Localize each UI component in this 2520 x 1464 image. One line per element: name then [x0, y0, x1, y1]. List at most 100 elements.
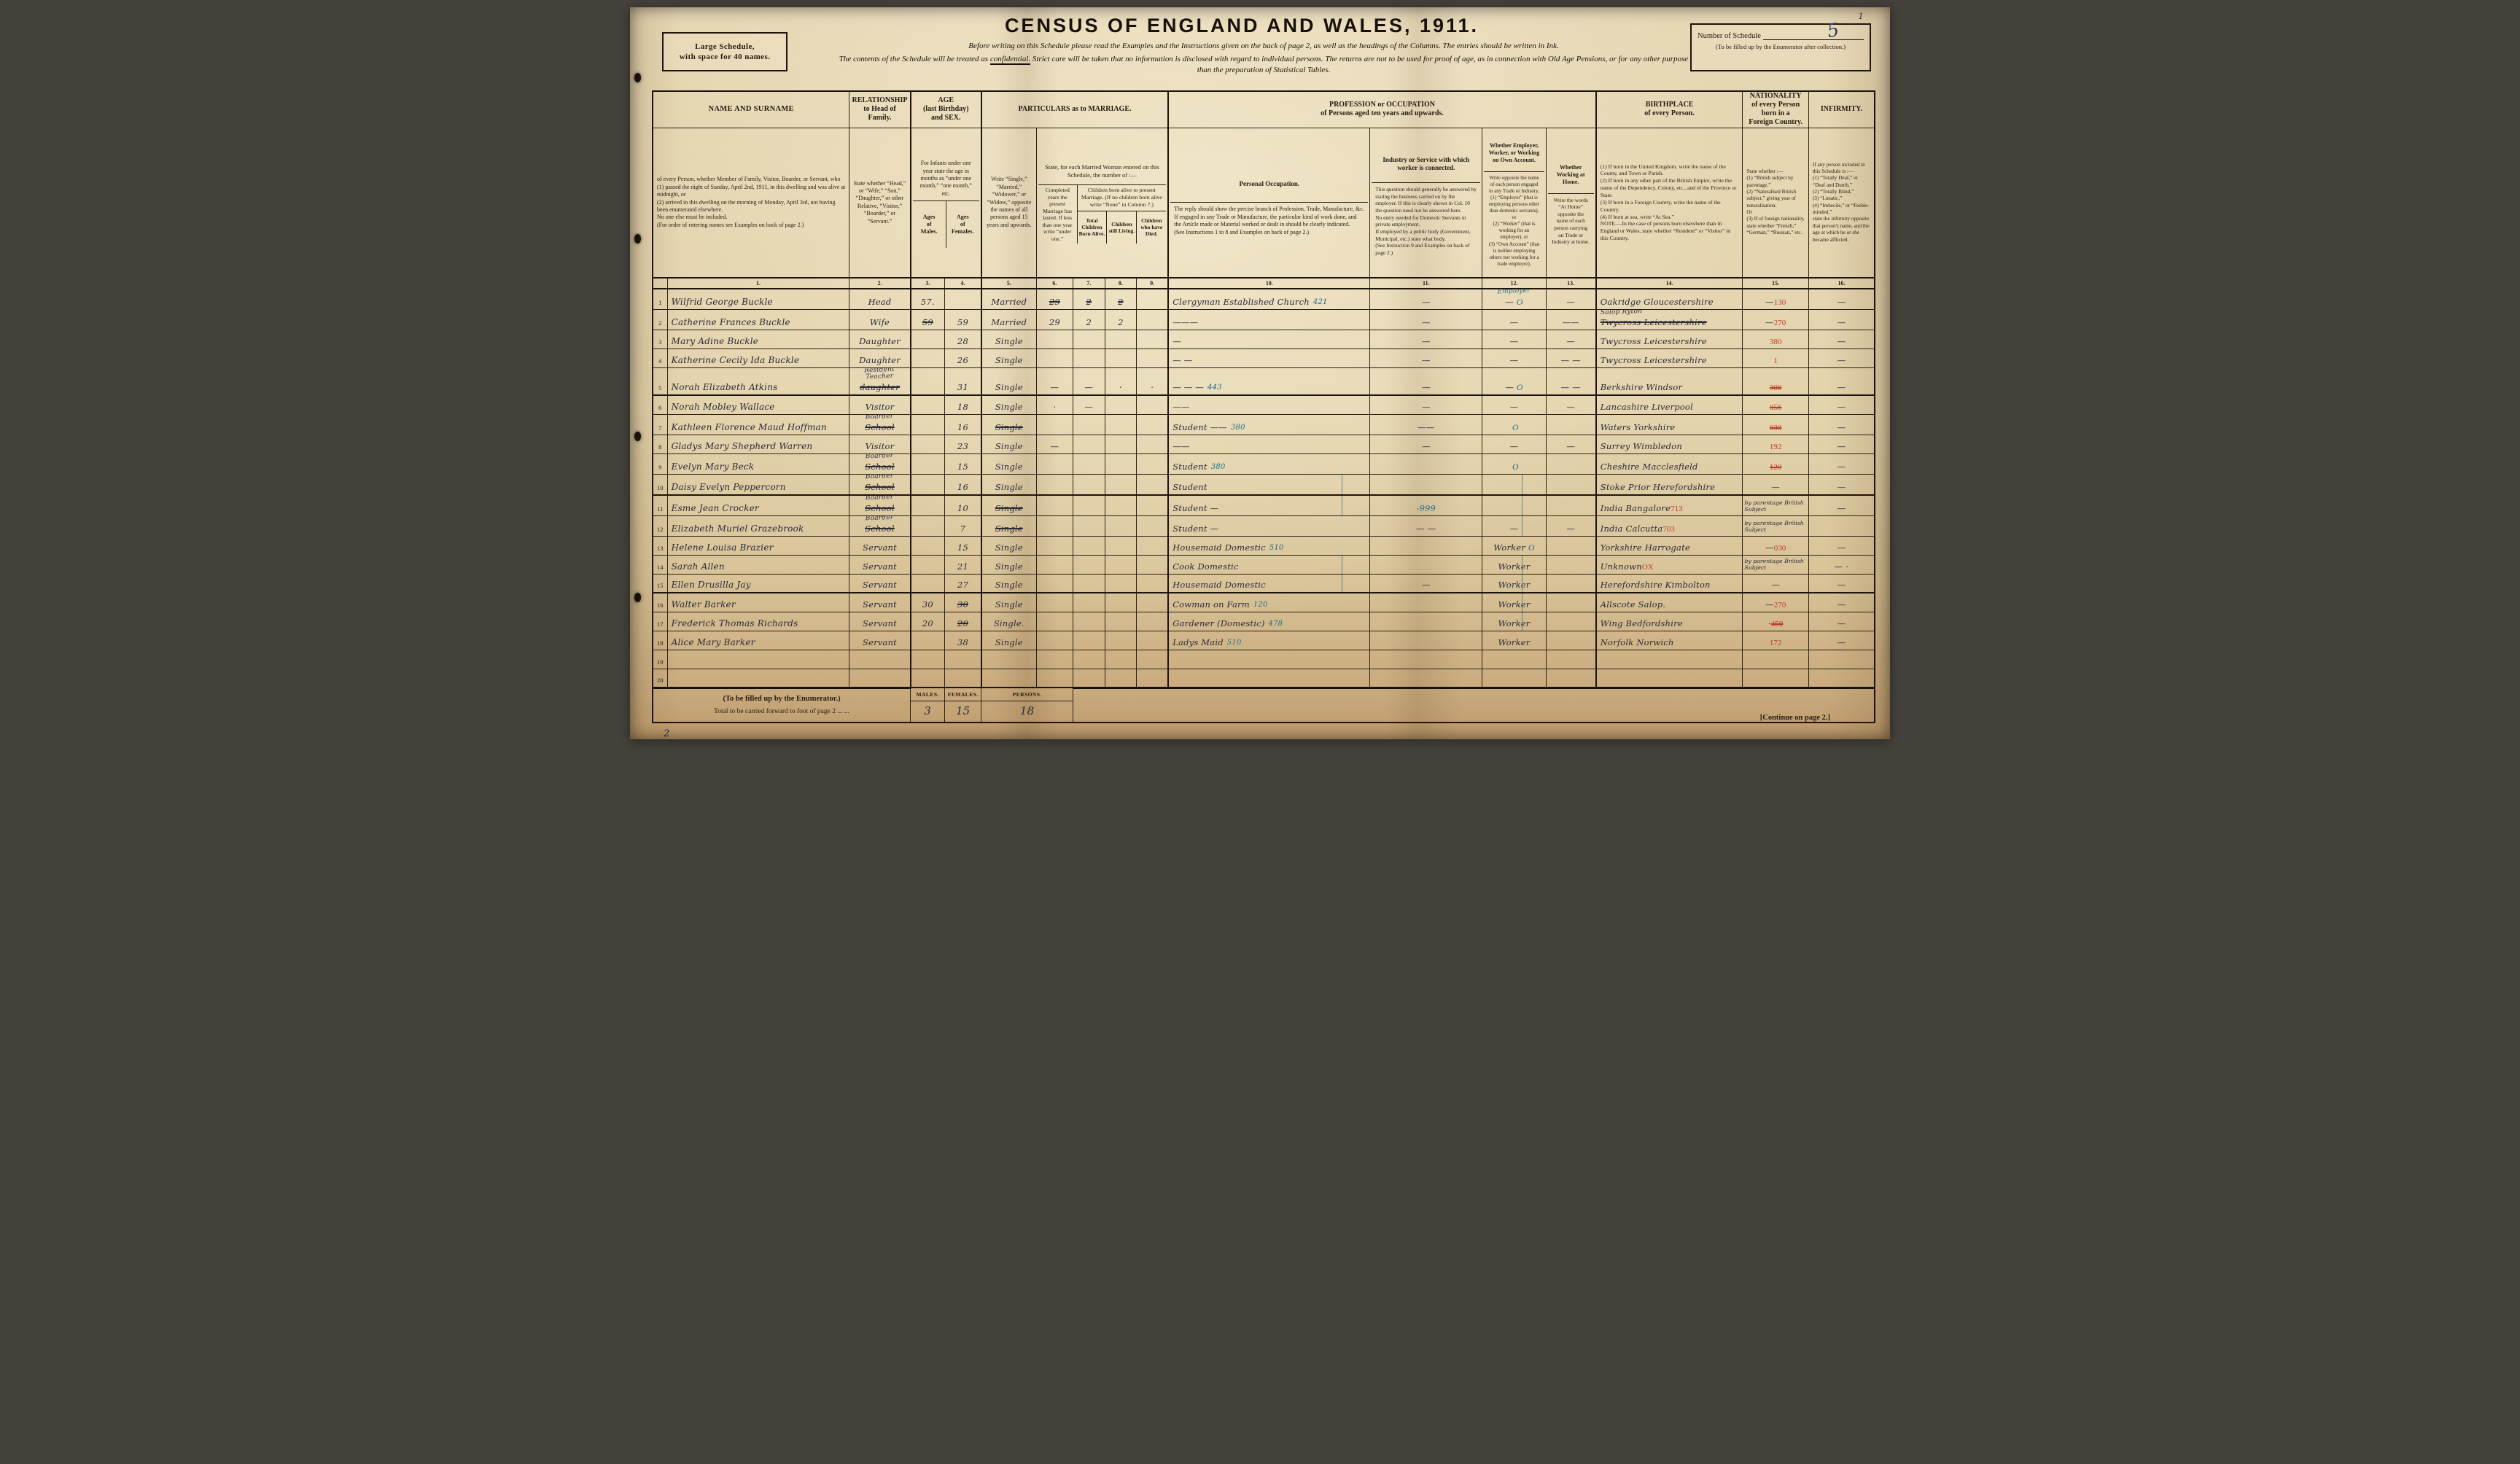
- cell-af: 16: [944, 413, 982, 435]
- person-row: 13 Helene Louisa Brazier Servant 15 Single Ho…: [652, 535, 1875, 556]
- schedule-number-value: 5: [1825, 18, 1841, 42]
- cell-name: Wilfrid George Buckle: [666, 288, 850, 310]
- cell-c7: [1073, 611, 1105, 631]
- cell-c11: —: [1369, 288, 1483, 310]
- cell-c8: 2: [1104, 309, 1138, 330]
- cell-c12: [1482, 494, 1547, 516]
- cell-inf: —: [1808, 494, 1875, 516]
- cell-c12: Worker: [1482, 611, 1547, 631]
- cell-c7: [1073, 573, 1105, 593]
- cell-am: [909, 453, 946, 475]
- cell-rel: Servant: [849, 573, 911, 593]
- cell-inf: —: [1808, 573, 1875, 593]
- census-table: NAME AND SURNAME RELATIONSHIP to Head of…: [652, 90, 1875, 723]
- cell-am: [909, 649, 946, 669]
- cell-inf: —: [1808, 535, 1875, 556]
- desc-industry: Industry or Service with which worker is…: [1369, 127, 1483, 279]
- header-marriage-group: PARTICULARS as to MARRIAGE.: [980, 90, 1169, 128]
- person-row: 2 Catherine Frances Buckle Wife 59 59 Married…: [652, 309, 1875, 330]
- schedule-number-rule: 5: [1762, 19, 1864, 42]
- cell-rel: Head: [849, 288, 911, 310]
- cell-nat: by parentage British Subject: [1742, 554, 1809, 575]
- cell-no: 19: [652, 649, 668, 669]
- person-row: 7 Kathleen Florence Maud Hoffman Boarder Sc…: [652, 413, 1875, 435]
- person-row: 1 Wilfrid George Buckle Head 57. Married 29 2 2…: [652, 288, 1875, 310]
- header-profession-group: PROFESSION or OCCUPATION of Persons aged…: [1167, 90, 1597, 128]
- children-head: Children born alive to present Marriage.…: [1077, 185, 1167, 211]
- cell-c12: —: [1482, 515, 1547, 537]
- cell-nat: 192: [1742, 434, 1809, 454]
- cell-nat: —030: [1742, 535, 1809, 556]
- cell-mar: Single: [980, 453, 1037, 475]
- cell-name: Norah Mobley Wallace: [666, 394, 850, 415]
- cell-c11: [1369, 554, 1483, 575]
- cell-am: [909, 573, 946, 593]
- cell-inf: —: [1808, 611, 1875, 631]
- cell-no: 12: [652, 515, 668, 537]
- desc-nationality: State whether :— (1) “British subject by…: [1742, 127, 1809, 279]
- cell-c11: —: [1369, 434, 1483, 454]
- cell-c7: [1073, 349, 1105, 368]
- confidential-paragraph: The contents of the Schedule will be tre…: [652, 54, 1875, 76]
- cell-name: Gladys Mary Shepherd Warren: [666, 434, 850, 454]
- cell-c7: [1073, 535, 1105, 556]
- cell-af: 59: [944, 309, 982, 330]
- cell-nat: 380: [1742, 330, 1809, 349]
- cell-af: 38: [944, 630, 982, 650]
- cell-name: Evelyn Mary Beck: [666, 453, 850, 475]
- column-number: 4.: [944, 277, 982, 289]
- cell-bp: Twycross Leicestershire: [1595, 349, 1743, 368]
- cell-nat: 030: [1742, 413, 1809, 435]
- cell-nat: 172: [1742, 630, 1809, 650]
- person-row: 19: [652, 649, 1875, 669]
- cell-name: Sarah Allen: [666, 554, 850, 575]
- cell-inf: —: [1808, 330, 1875, 349]
- cell-nat: —: [1742, 573, 1809, 593]
- cell-occ: ——: [1167, 434, 1371, 454]
- cell-c7: [1073, 413, 1105, 435]
- cell-c9: [1136, 288, 1169, 310]
- cell-bp: Wing Bedfordshire: [1595, 611, 1743, 631]
- cell-c9: [1136, 394, 1169, 415]
- cell-c6: 29: [1035, 288, 1074, 310]
- cell-c8: [1104, 668, 1138, 688]
- schedule-number-box: Number of Schedule 5 (To be filled up by…: [1690, 19, 1871, 71]
- cell-occ: Gardener (Domestic) 478: [1167, 611, 1371, 631]
- cell-c13: [1545, 535, 1597, 556]
- cell-rel: [849, 649, 911, 669]
- cell-inf: — ·: [1808, 554, 1875, 575]
- years-married-desc: Completed years the present Marriage has…: [1038, 185, 1078, 244]
- cell-c6: [1035, 554, 1074, 575]
- cell-c9: [1136, 668, 1169, 688]
- cell-c13: [1545, 573, 1597, 593]
- person-row: 11 Esme Jean Crocker Boarder School 10 Single…: [652, 494, 1875, 516]
- cell-c6: —: [1035, 434, 1074, 454]
- cell-c9: [1136, 413, 1169, 435]
- cell-bp: Salop Ryton Twycross Leicestershire: [1595, 309, 1743, 330]
- cell-c12: Worker: [1482, 573, 1547, 593]
- cell-af: [944, 288, 982, 310]
- cell-c8: [1104, 394, 1138, 415]
- cell-c9: [1136, 630, 1169, 650]
- children-died-label: Children who have Died.: [1136, 211, 1166, 244]
- column-number: 11.: [1369, 277, 1483, 289]
- confidential-word: confidential.: [989, 55, 1031, 65]
- cell-name: Helene Louisa Brazier: [666, 535, 850, 556]
- cell-c11: —: [1369, 367, 1483, 396]
- cell-c8: [1104, 554, 1138, 575]
- cell-inf: —: [1808, 630, 1875, 650]
- enumerator-tick-line: [1521, 474, 1523, 494]
- cell-bp: Stoke Prior Herefordshire: [1595, 473, 1743, 496]
- binder-hole: [634, 73, 641, 83]
- cell-nat: 056: [1742, 394, 1809, 415]
- cell-no: 6: [652, 394, 668, 415]
- header-group-row: NAME AND SURNAME RELATIONSHIP to Head of…: [652, 90, 1875, 128]
- cell-c9: [1136, 592, 1169, 612]
- cell-c9: [1136, 649, 1169, 669]
- cell-c11: —: [1369, 309, 1483, 330]
- cell-af: 18: [944, 394, 982, 415]
- cell-c8: [1104, 649, 1138, 669]
- cell-am: [909, 668, 946, 688]
- cell-rel: Resident Teacher daughter: [849, 367, 911, 396]
- cell-c13: [1545, 649, 1597, 669]
